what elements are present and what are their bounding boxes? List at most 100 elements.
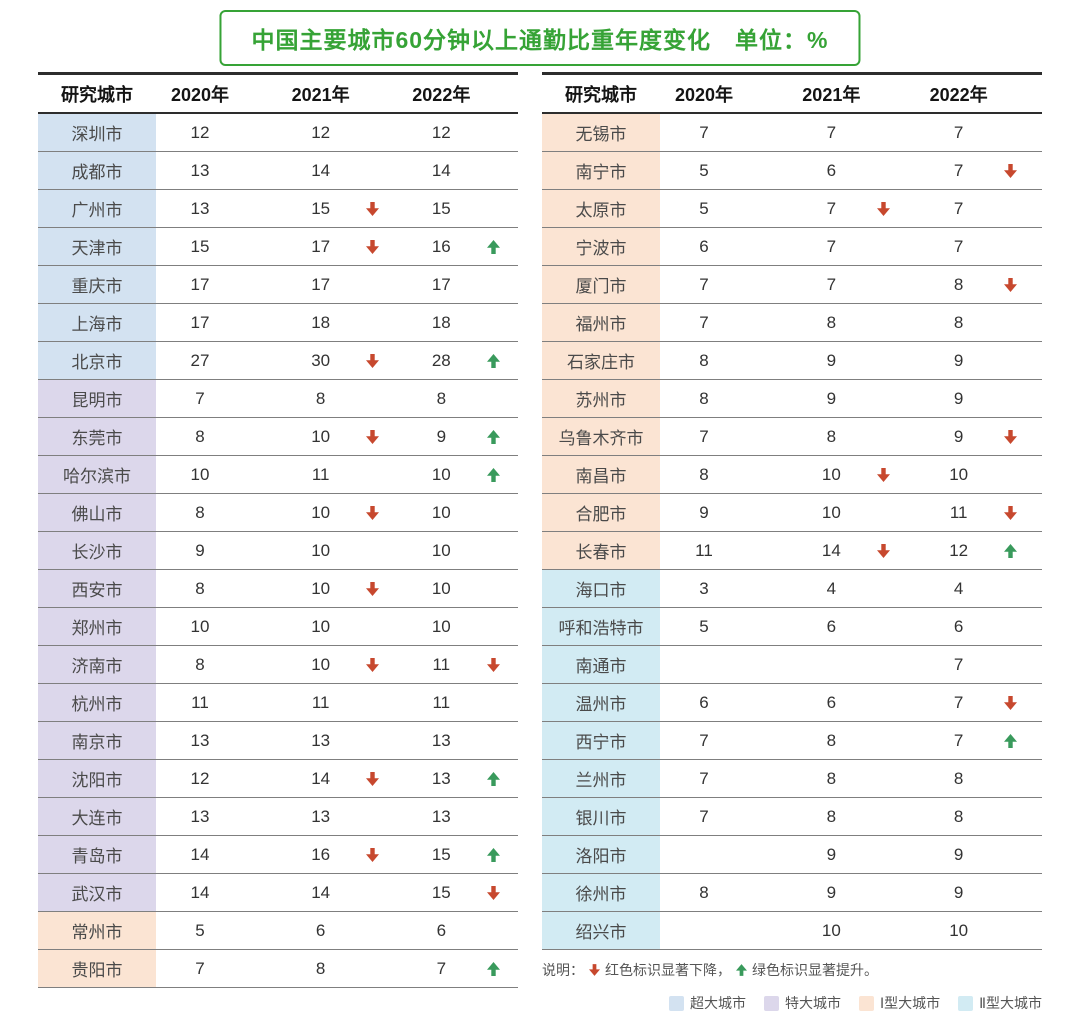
table-row: 呼和浩特市 5 6 6 <box>542 607 1042 646</box>
table-row: 上海市 17 18 18 <box>38 303 518 342</box>
legend-label: 特大城市 <box>784 995 841 1011</box>
city-cell: 长春市 <box>542 531 660 570</box>
city-cell: 太原市 <box>542 189 660 228</box>
value-cell: 10 <box>276 417 398 456</box>
value-cell: 7 <box>914 113 1042 152</box>
city-cell: 兰州市 <box>542 759 660 798</box>
arrow-down-icon <box>363 771 383 786</box>
city-cell: 合肥市 <box>542 493 660 532</box>
value-cell: 18 <box>276 303 398 342</box>
value-cell: 10 <box>276 493 398 532</box>
table-row: 杭州市 11 11 11 <box>38 683 518 722</box>
value-cell: 7 <box>660 265 788 304</box>
city-cell: 石家庄市 <box>542 341 660 380</box>
value-cell <box>660 911 788 950</box>
value-cell: 9 <box>660 493 788 532</box>
value-cell: 10 <box>276 607 398 646</box>
city-cell: 厦门市 <box>542 265 660 304</box>
arrow-down-icon <box>363 847 383 862</box>
city-cell: 南昌市 <box>542 455 660 494</box>
city-cell: 沈阳市 <box>38 759 156 798</box>
city-cell: 西安市 <box>38 569 156 608</box>
note-down-text: 红色标识显著下降， <box>605 962 731 978</box>
table-row: 海口市 3 4 4 <box>542 569 1042 608</box>
value-cell: 8 <box>914 265 1042 304</box>
note-prefix: 说明： <box>542 962 584 978</box>
table-row: 昆明市 7 8 8 <box>38 379 518 418</box>
table-row: 洛阳市 9 9 <box>542 835 1042 874</box>
table-row: 南昌市 8 10 10 <box>542 455 1042 494</box>
value-cell <box>660 645 788 684</box>
value-cell: 13 <box>397 721 518 760</box>
value-cell: 17 <box>156 303 277 342</box>
table-row: 合肥市 9 10 11 <box>542 493 1042 532</box>
value-cell: 8 <box>914 797 1042 836</box>
value-cell: 7 <box>660 113 788 152</box>
city-cell: 乌鲁木齐市 <box>542 417 660 456</box>
value-cell: 10 <box>276 645 398 684</box>
city-cell: 苏州市 <box>542 379 660 418</box>
value-cell: 8 <box>914 759 1042 798</box>
city-cell: 广州市 <box>38 189 156 228</box>
value-cell: 17 <box>397 265 518 304</box>
value-cell: 6 <box>787 151 915 190</box>
value-cell: 11 <box>914 493 1042 532</box>
value-cell: 12 <box>156 759 277 798</box>
city-cell: 南京市 <box>38 721 156 760</box>
table-row: 厦门市 7 7 8 <box>542 265 1042 304</box>
value-cell: 8 <box>787 417 915 456</box>
value-cell: 8 <box>914 303 1042 342</box>
city-cell: 常州市 <box>38 911 156 950</box>
table-row: 深圳市 12 12 12 <box>38 113 518 152</box>
value-cell: 8 <box>787 759 915 798</box>
city-cell: 佛山市 <box>38 493 156 532</box>
arrow-up-icon <box>483 771 503 786</box>
arrow-down-icon <box>589 964 600 976</box>
note-up-text: 绿色标识显著提升。 <box>752 962 878 978</box>
city-cell: 成都市 <box>38 151 156 190</box>
table-row: 重庆市 17 17 17 <box>38 265 518 304</box>
arrow-down-icon <box>363 239 383 254</box>
value-cell: 15 <box>397 835 518 874</box>
value-cell: 5 <box>156 911 277 950</box>
table-row: 郑州市 10 10 10 <box>38 607 518 646</box>
city-cell: 银川市 <box>542 797 660 836</box>
value-cell: 8 <box>156 645 277 684</box>
arrow-up-icon <box>483 353 503 368</box>
value-cell: 7 <box>914 189 1042 228</box>
value-cell: 7 <box>156 949 277 988</box>
value-cell: 10 <box>397 493 518 532</box>
city-cell: 温州市 <box>542 683 660 722</box>
column-header-city: 研究城市 <box>542 72 660 114</box>
value-cell: 8 <box>660 455 788 494</box>
value-cell: 12 <box>156 113 277 152</box>
value-cell: 7 <box>397 949 518 988</box>
legend-item: 超大城市 <box>668 993 746 1013</box>
city-cell: 南通市 <box>542 645 660 684</box>
city-cell: 南宁市 <box>542 151 660 190</box>
value-cell: 3 <box>660 569 788 608</box>
city-type-legend: 超大城市 特大城市 Ⅰ型大城市 Ⅱ型大城市 <box>542 993 1042 1013</box>
city-cell: 福州市 <box>542 303 660 342</box>
arrow-up-icon <box>483 467 503 482</box>
note: 说明： 红色标识显著下降， 绿色标识显著提升。 <box>542 960 1042 980</box>
value-cell: 13 <box>397 797 518 836</box>
value-cell: 9 <box>914 835 1042 874</box>
table-row: 无锡市 7 7 7 <box>542 113 1042 152</box>
city-cell: 长沙市 <box>38 531 156 570</box>
value-cell: 10 <box>397 455 518 494</box>
table-row: 大连市 13 13 13 <box>38 797 518 836</box>
value-cell: 13 <box>276 797 398 836</box>
value-cell: 8 <box>660 873 788 912</box>
city-cell: 杭州市 <box>38 683 156 722</box>
table-row: 西安市 8 10 10 <box>38 569 518 608</box>
value-cell: 9 <box>787 873 915 912</box>
table-row: 西宁市 7 8 7 <box>542 721 1042 760</box>
value-cell: 10 <box>156 607 277 646</box>
value-cell: 6 <box>787 607 915 646</box>
value-cell: 10 <box>787 493 915 532</box>
legend-label: Ⅰ型大城市 <box>879 995 941 1011</box>
value-cell: 17 <box>276 227 398 266</box>
column-header-year: 2021年 <box>276 72 398 114</box>
value-cell: 15 <box>397 873 518 912</box>
